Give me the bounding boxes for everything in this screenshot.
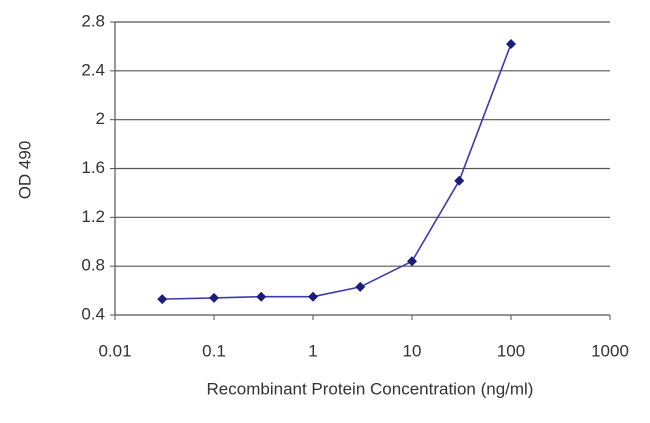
data-point	[407, 256, 417, 267]
x-tick-label: 0.1	[202, 341, 226, 360]
data-line	[162, 43, 512, 300]
data-point	[506, 38, 516, 49]
x-tick-label: 100	[497, 341, 525, 360]
data-point	[157, 294, 168, 305]
y-axis-label: OD 490	[15, 141, 34, 200]
data-point	[256, 291, 267, 302]
x-tick-label: 1000	[591, 341, 629, 360]
x-tick-label: 1	[308, 341, 317, 360]
y-tick-label: 2.8	[81, 11, 105, 30]
x-tick-label: 10	[403, 341, 422, 360]
y-tick-label: 0.4	[81, 304, 105, 323]
data-point	[209, 292, 219, 303]
y-tick-label: 1.6	[81, 158, 105, 177]
y-tick-label: 0.8	[81, 256, 105, 275]
y-tick-label: 2	[96, 109, 105, 128]
data-point	[454, 175, 465, 186]
data-point	[308, 291, 318, 302]
x-tick-label: 0.01	[98, 341, 131, 360]
data-point	[355, 281, 366, 292]
y-tick-label: 1.2	[81, 207, 105, 226]
y-tick-label: 2.4	[81, 60, 105, 79]
x-axis-label: Recombinant Protein Concentration (ng/ml…	[207, 379, 534, 398]
